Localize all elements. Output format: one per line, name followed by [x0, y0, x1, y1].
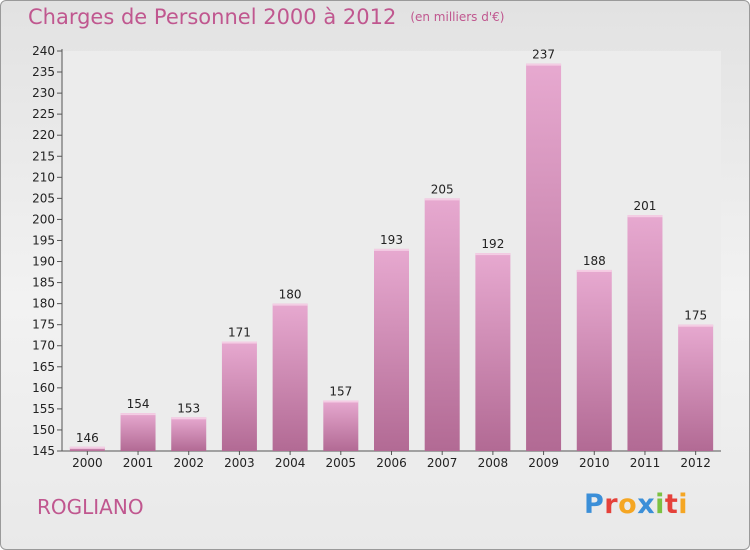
- y-tick-label: 220: [32, 128, 55, 142]
- bar: [171, 417, 207, 451]
- bar: [475, 253, 511, 451]
- x-tick-label: 2005: [326, 456, 357, 470]
- bar-highlight: [171, 417, 207, 420]
- x-tick-label: 2012: [680, 456, 711, 470]
- bar-highlight: [120, 413, 156, 416]
- y-tick-label: 200: [32, 212, 55, 226]
- y-tick-label: 235: [32, 65, 55, 79]
- y-tick-label: 170: [32, 339, 55, 353]
- bar-highlight: [69, 446, 105, 449]
- y-tick-label: 215: [32, 149, 55, 163]
- y-tick-label: 190: [32, 255, 55, 269]
- x-tick-label: 2004: [275, 456, 306, 470]
- data-label: 157: [329, 384, 352, 398]
- bar: [424, 198, 460, 451]
- logo-letter: t: [664, 489, 679, 520]
- x-tick-label: 2008: [478, 456, 509, 470]
- bar-highlight: [221, 341, 257, 344]
- proxiti-logo: Proxiti: [584, 489, 688, 520]
- y-tick-label: 210: [32, 170, 55, 184]
- bar: [678, 324, 714, 451]
- x-tick-label: 2002: [173, 456, 204, 470]
- bar: [627, 215, 663, 451]
- y-tick-label: 175: [32, 318, 55, 332]
- commune-name: ROGLIANO: [37, 495, 144, 519]
- x-tick-label: 2006: [376, 456, 407, 470]
- logo-letter: r: [604, 489, 619, 520]
- bar-highlight: [627, 215, 663, 218]
- bar: [323, 400, 359, 451]
- bar: [69, 446, 105, 451]
- y-tick-label: 180: [32, 297, 55, 311]
- bar-highlight: [526, 63, 562, 66]
- data-label: 146: [76, 431, 99, 445]
- bar-highlight: [424, 198, 460, 201]
- data-label: 153: [177, 401, 200, 415]
- y-tick-label: 185: [32, 276, 55, 290]
- data-label: 237: [532, 48, 555, 62]
- y-tick-label: 150: [32, 423, 55, 437]
- data-label: 154: [127, 397, 150, 411]
- bar-highlight: [576, 269, 612, 272]
- bar: [576, 269, 612, 451]
- data-label: 192: [481, 237, 504, 251]
- y-tick-label: 165: [32, 360, 55, 374]
- y-tick-label: 230: [32, 86, 55, 100]
- data-label: 205: [431, 182, 454, 196]
- bar: [526, 63, 562, 451]
- bar-highlight: [678, 324, 714, 327]
- y-tick-label: 225: [32, 107, 55, 121]
- x-tick-label: 2011: [630, 456, 661, 470]
- y-tick-label: 240: [32, 44, 55, 58]
- bar: [272, 303, 308, 451]
- data-label: 193: [380, 233, 403, 247]
- bar: [120, 413, 156, 451]
- y-tick-label: 205: [32, 191, 55, 205]
- bar: [374, 248, 409, 451]
- data-label: 201: [634, 199, 657, 213]
- x-tick-label: 2001: [123, 456, 154, 470]
- y-tick-label: 195: [32, 233, 55, 247]
- y-tick-label: 145: [32, 444, 55, 458]
- chart-title: Charges de Personnel 2000 à 2012 (en mill…: [28, 5, 504, 29]
- logo-letter: o: [618, 489, 638, 520]
- data-label: 171: [228, 326, 251, 340]
- data-label: 188: [583, 254, 606, 268]
- x-tick-label: 2009: [528, 456, 559, 470]
- bar-highlight: [374, 248, 409, 251]
- bar: [221, 341, 257, 451]
- title-text: Charges de Personnel 2000 à 2012: [28, 5, 397, 29]
- logo-letter: i: [655, 489, 665, 520]
- unit-text: (en milliers d'€): [410, 10, 505, 24]
- y-tick-label: 160: [32, 381, 55, 395]
- data-label: 180: [279, 288, 302, 302]
- x-tick-label: 2003: [224, 456, 255, 470]
- bar-highlight: [475, 253, 511, 256]
- x-tick-label: 2007: [427, 456, 458, 470]
- bar-highlight: [323, 400, 359, 403]
- logo-letter: x: [637, 489, 656, 520]
- logo-letter: i: [678, 489, 689, 520]
- logo-letter: P: [584, 489, 605, 520]
- x-tick-label: 2000: [72, 456, 103, 470]
- bar-highlight: [272, 303, 308, 306]
- data-label: 175: [684, 309, 707, 323]
- y-tick-label: 155: [32, 402, 55, 416]
- x-tick-label: 2010: [579, 456, 610, 470]
